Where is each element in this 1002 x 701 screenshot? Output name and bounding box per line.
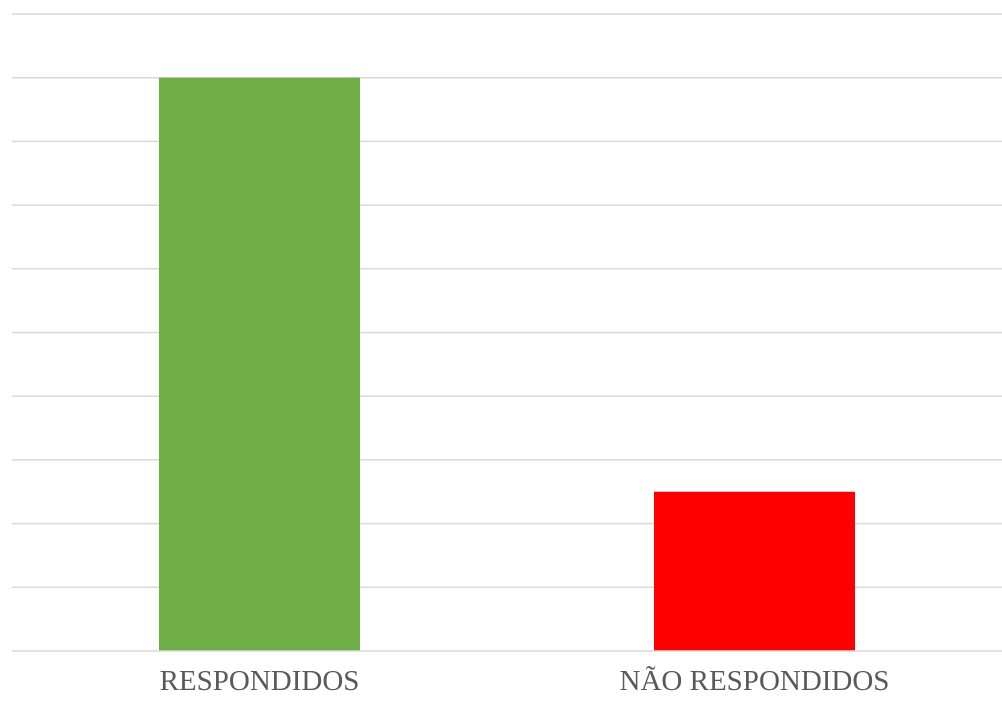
category-label: RESPONDIDOS	[160, 665, 360, 697]
category-label: NÃO RESPONDIDOS	[620, 665, 890, 697]
bar-nao-respondidos	[654, 491, 855, 651]
bars	[159, 77, 855, 651]
category-labels: RESPONDIDOS NÃO RESPONDIDOS	[160, 665, 890, 697]
bar-respondidos	[159, 77, 360, 651]
